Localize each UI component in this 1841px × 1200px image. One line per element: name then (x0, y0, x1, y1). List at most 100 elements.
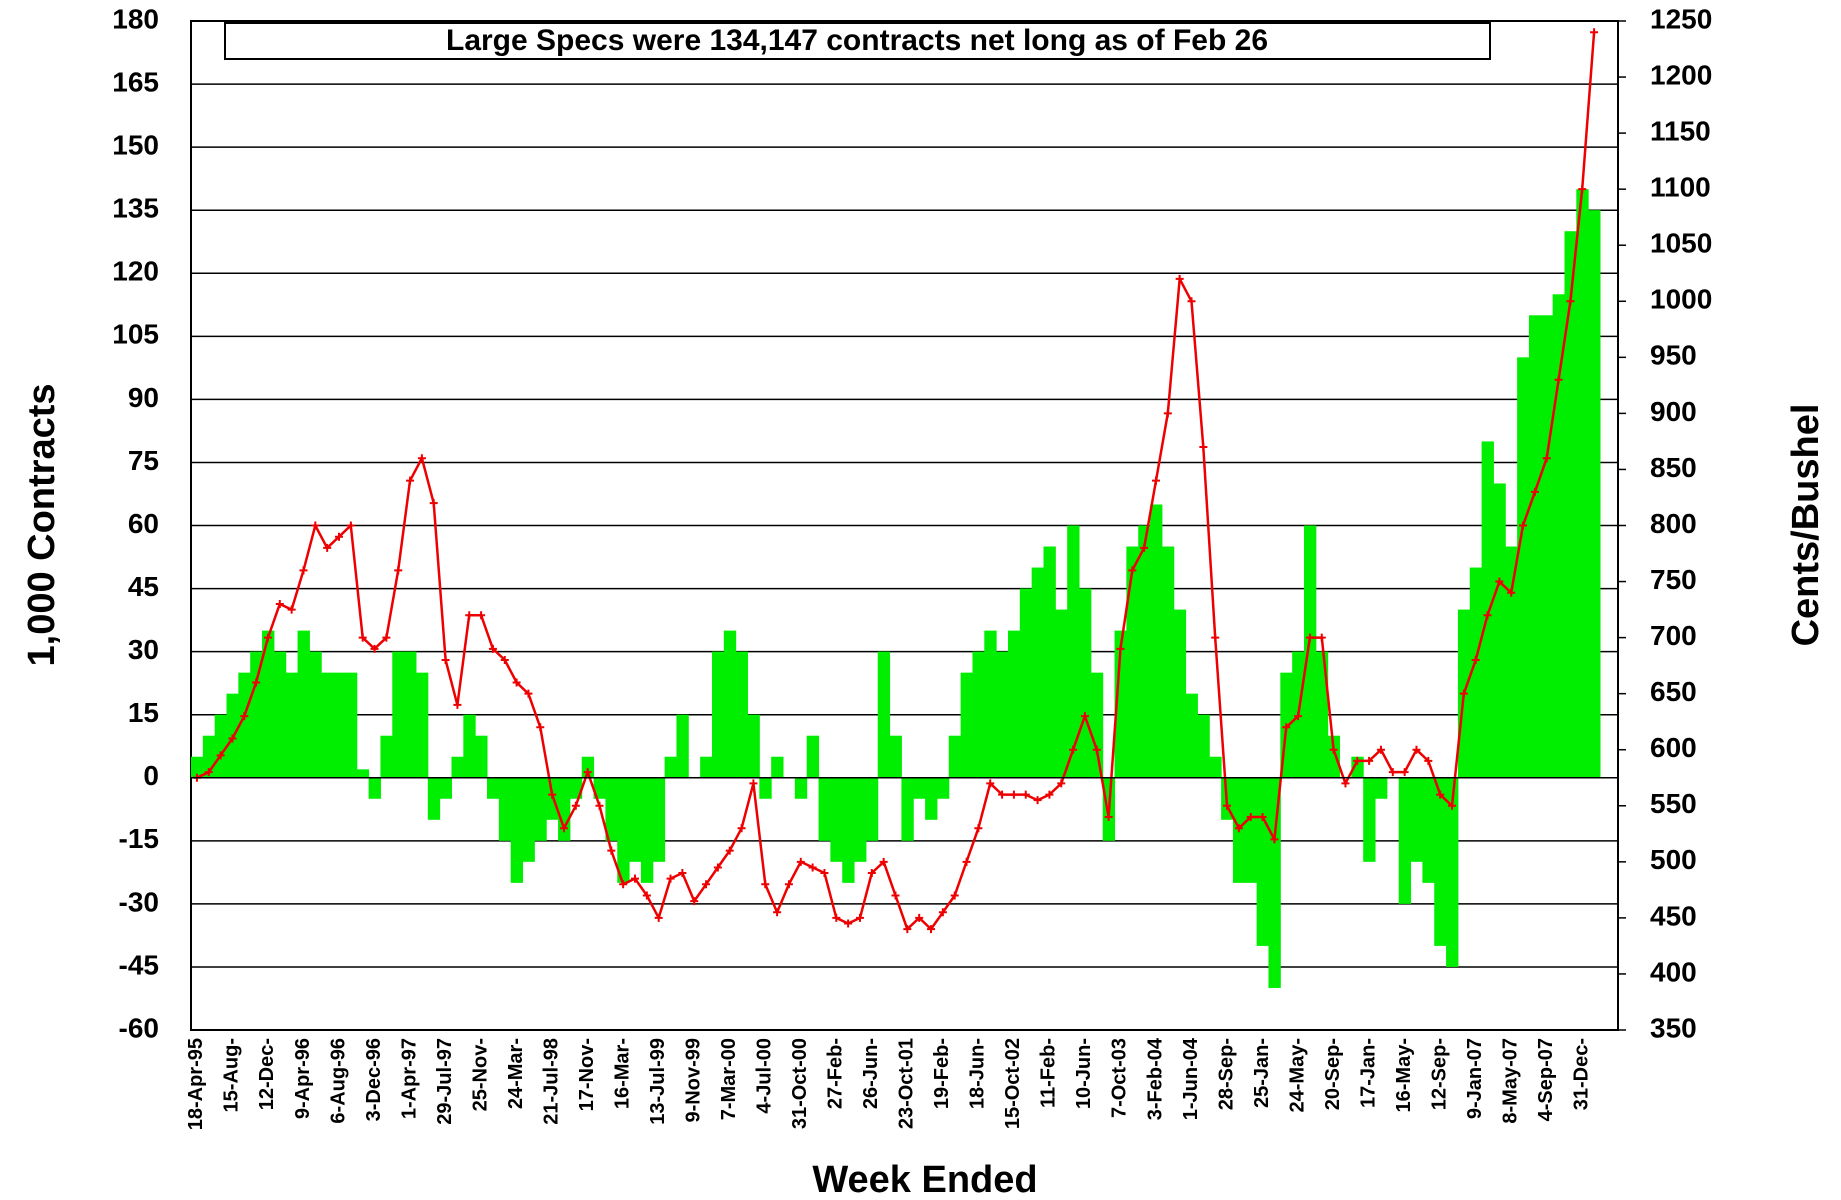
price-marker (1436, 790, 1445, 799)
bar (1363, 777, 1376, 862)
x-tick-label: 4-Jul-00 (754, 1038, 776, 1114)
price-marker (1542, 454, 1551, 463)
price-marker (1294, 712, 1303, 721)
x-tick-label: 1-Apr-97 (398, 1038, 420, 1119)
price-marker (796, 857, 805, 866)
bar (297, 630, 310, 778)
x-tick-label: 8-May-07 (1499, 1038, 1521, 1124)
bar (1481, 441, 1494, 778)
price-marker (915, 913, 924, 922)
price-marker (998, 790, 1007, 799)
bar (984, 630, 997, 778)
bar (960, 672, 973, 778)
price-marker (690, 897, 699, 906)
y2-tick-label: 1150 (1650, 116, 1711, 147)
bar (1576, 189, 1589, 778)
y-tick-label: 150 (112, 130, 159, 161)
bar (522, 777, 535, 862)
price-marker (1104, 812, 1113, 821)
bar (1540, 315, 1554, 778)
price-marker (370, 644, 379, 653)
price-marker (1400, 768, 1409, 777)
price-marker (488, 644, 497, 653)
price-marker (855, 913, 864, 922)
bar (1375, 777, 1388, 799)
x-tick-label: 20-Sep- (1322, 1038, 1344, 1110)
annotation: Large Specs were 134,147 contracts net l… (446, 24, 1268, 57)
x-tick-label: 28-Sep- (1215, 1038, 1237, 1110)
price-marker (631, 874, 640, 883)
x-tick-label: 12-Dec- (256, 1038, 278, 1110)
price-marker (1507, 588, 1516, 597)
bar (368, 777, 381, 799)
bar (972, 651, 985, 778)
y2-tick-label: 1100 (1650, 172, 1711, 203)
y-tick-label: -60 (119, 1012, 159, 1043)
price-marker (1353, 756, 1362, 765)
bar (711, 651, 725, 778)
y-tick-label: 60 (128, 508, 159, 539)
bar (593, 777, 606, 799)
price-marker (228, 734, 237, 743)
price-marker (678, 869, 687, 878)
y-tick-label: 75 (128, 445, 159, 476)
bar (1209, 756, 1222, 778)
price-marker (749, 779, 758, 788)
price-marker (1376, 745, 1385, 754)
price-marker (216, 751, 225, 760)
price-marker (1519, 521, 1528, 530)
bar (1031, 567, 1045, 778)
bar (865, 777, 879, 841)
bar (439, 777, 452, 799)
x-tick-label: 16-May- (1393, 1038, 1415, 1112)
price-marker (429, 499, 438, 508)
price-marker (500, 656, 509, 665)
x-tick-label: 9-Apr-96 (292, 1038, 314, 1119)
price-marker (358, 633, 367, 642)
bar (1114, 630, 1127, 778)
bar (913, 777, 926, 799)
price-marker (275, 599, 284, 608)
price-marker (252, 678, 261, 687)
price-marker (1151, 476, 1160, 485)
price-marker (607, 846, 616, 855)
x-tick-label: 9-Jan-07 (1464, 1038, 1486, 1119)
price-marker (1317, 633, 1326, 642)
price-marker (240, 712, 249, 721)
price-marker (583, 768, 592, 777)
price-marker (382, 633, 391, 642)
price-marker (1199, 443, 1208, 452)
x-tick-label: 3-Dec-96 (363, 1038, 385, 1121)
price-marker (1329, 745, 1338, 754)
y-tick-label: 0 (143, 760, 159, 791)
price-marker (536, 723, 545, 732)
bar (996, 651, 1009, 778)
bar (321, 672, 334, 778)
y2-tick-label: 400 (1650, 956, 1697, 987)
y-tick-label: -30 (119, 886, 159, 917)
y-tick-label: 15 (128, 697, 159, 728)
price-marker (1578, 185, 1587, 194)
bar (333, 672, 346, 778)
price-marker (287, 605, 296, 614)
y-tick-label: 45 (128, 571, 159, 602)
bar (1067, 525, 1080, 778)
price-marker (903, 925, 912, 934)
bar (842, 777, 855, 883)
x-tick-label: 10-Jun- (1073, 1038, 1095, 1109)
price-marker (642, 891, 651, 900)
y-tick-label: 135 (112, 193, 159, 224)
bar (510, 777, 524, 883)
price-marker (713, 863, 722, 872)
x-tick-label: 18-Apr-95 (185, 1038, 207, 1130)
x-tick-label: 12-Sep- (1428, 1038, 1450, 1110)
price-marker (950, 891, 959, 900)
price-marker (548, 790, 557, 799)
price-marker (654, 913, 663, 922)
y2-tick-label: 350 (1650, 1012, 1697, 1043)
bar (771, 756, 784, 778)
bar (498, 777, 512, 841)
bar (214, 714, 228, 778)
price-marker (1140, 543, 1149, 552)
bar (1185, 693, 1198, 778)
